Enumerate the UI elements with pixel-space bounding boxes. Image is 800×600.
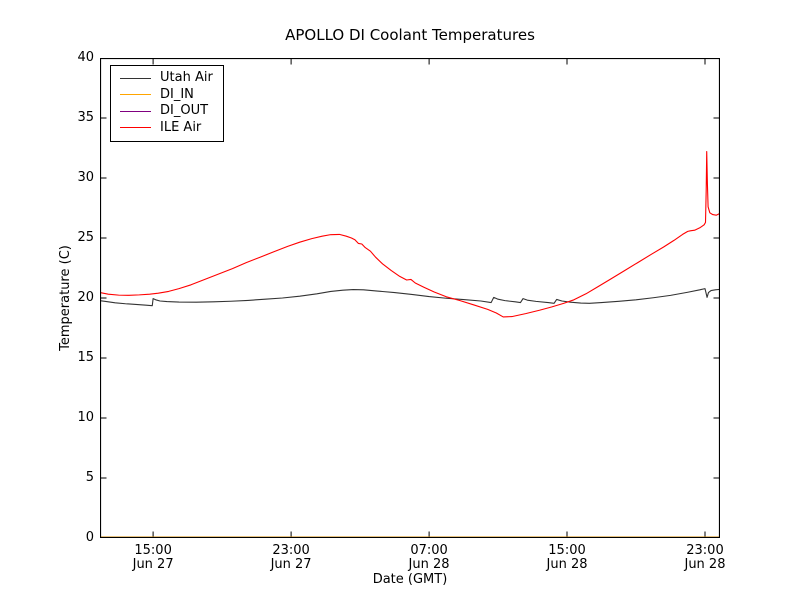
series-line-utah-air bbox=[100, 288, 720, 307]
legend-line-sample-di-out bbox=[120, 110, 151, 112]
series-line-ile-air bbox=[100, 151, 720, 318]
x-tick-date: Jun 28 bbox=[546, 557, 588, 572]
x-tick-time: 23:00 bbox=[686, 543, 724, 558]
x-axis-label: Date (GMT) bbox=[372, 572, 448, 587]
plot-area: Utah Air DI_IN DI_OUT ILE Air bbox=[100, 58, 720, 538]
x-tick-label: 15:00 Jun 27 bbox=[108, 544, 198, 572]
y-tick-label: 20 bbox=[77, 290, 94, 305]
legend-label-ile-air: ILE Air bbox=[160, 119, 202, 135]
x-tick-label: 23:00 Jun 28 bbox=[660, 544, 750, 572]
x-tick-label: 23:00 Jun 27 bbox=[246, 544, 336, 572]
y-tick-label: 15 bbox=[77, 350, 94, 365]
chart-title: APOLLO DI Coolant Temperatures bbox=[285, 26, 535, 44]
x-tick-date: Jun 28 bbox=[684, 557, 726, 572]
legend-line-sample-di-in bbox=[120, 94, 151, 96]
x-tick-label: 15:00 Jun 28 bbox=[522, 544, 612, 572]
legend: Utah Air DI_IN DI_OUT ILE Air bbox=[110, 65, 224, 142]
y-tick-label: 30 bbox=[77, 170, 94, 185]
y-tick-label: 35 bbox=[77, 110, 94, 125]
x-tick-time: 15:00 bbox=[134, 543, 172, 558]
legend-line-sample-utah-air bbox=[120, 77, 151, 79]
legend-label-di-in: DI_IN bbox=[160, 86, 194, 102]
legend-line-sample-ile-air bbox=[120, 127, 151, 129]
legend-entry-utah-air: Utah Air bbox=[120, 70, 213, 87]
x-tick-time: 07:00 bbox=[410, 543, 448, 558]
legend-entry-ile-air: ILE Air bbox=[120, 120, 213, 137]
y-tick-label: 0 bbox=[85, 530, 94, 545]
y-tick-label: 10 bbox=[77, 410, 94, 425]
x-tick-time: 23:00 bbox=[272, 543, 310, 558]
x-tick-label: 07:00 Jun 28 bbox=[384, 544, 474, 572]
y-tick-label: 25 bbox=[77, 230, 94, 245]
legend-entry-di-out: DI_OUT bbox=[120, 103, 213, 120]
x-tick-time: 15:00 bbox=[548, 543, 586, 558]
chart-canvas bbox=[100, 58, 720, 538]
legend-label-utah-air: Utah Air bbox=[160, 70, 213, 86]
axes-frame bbox=[100, 58, 720, 538]
legend-entry-di-in: DI_IN bbox=[120, 87, 213, 104]
legend-label-di-out: DI_OUT bbox=[160, 103, 209, 119]
x-tick-date: Jun 28 bbox=[408, 557, 450, 572]
y-tick-label: 40 bbox=[77, 50, 94, 65]
x-tick-date: Jun 27 bbox=[132, 557, 174, 572]
x-tick-date: Jun 27 bbox=[270, 557, 312, 572]
y-tick-label: 5 bbox=[85, 470, 94, 485]
